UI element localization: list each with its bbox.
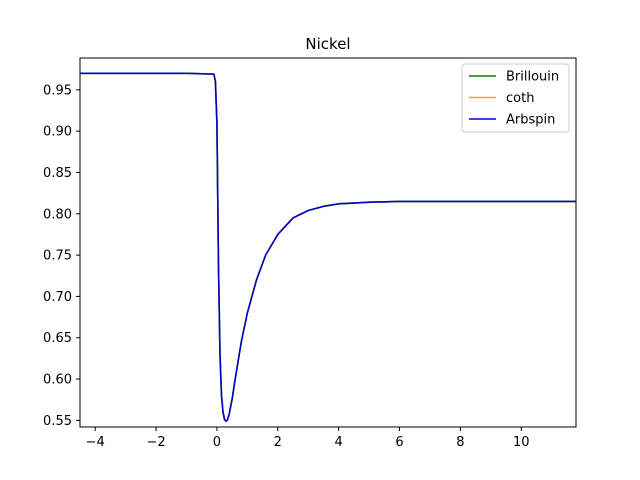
x-tick-label: 2 bbox=[274, 435, 282, 450]
legend-label: coth bbox=[506, 91, 534, 106]
legend: Brillouin coth Arbspin bbox=[461, 63, 570, 133]
y-tick-label: 0.85 bbox=[43, 166, 72, 181]
x-tick-label: −2 bbox=[146, 435, 165, 450]
legend-label: Brillouin bbox=[506, 70, 559, 85]
x-tick-label: 10 bbox=[513, 435, 530, 450]
axes: −4 −2 0 2 4 6 8 10 0.55 0.60 0.65 0.70 0.75 0.80 0.85 0… bbox=[43, 57, 577, 450]
x-tick-label: −4 bbox=[86, 435, 105, 450]
plot-area bbox=[80, 72, 576, 423]
axes-frame bbox=[79, 57, 577, 428]
y-tick-label: 0.60 bbox=[43, 373, 72, 388]
x-tick-label: 0 bbox=[213, 435, 221, 450]
y-tick-label: 0.90 bbox=[43, 125, 72, 140]
series-line-arbspin bbox=[80, 72, 576, 423]
y-tick-label: 0.70 bbox=[43, 290, 72, 305]
y-tick-label: 0.65 bbox=[43, 331, 72, 346]
legend-label: Arbspin bbox=[506, 113, 555, 128]
x-tick-label: 6 bbox=[395, 435, 403, 450]
legend-box bbox=[461, 63, 570, 133]
y-tick-label: 0.95 bbox=[43, 83, 72, 98]
x-tick-label: 4 bbox=[335, 435, 343, 450]
y-tick-label: 0.80 bbox=[43, 207, 72, 222]
y-tick-label: 0.75 bbox=[43, 249, 72, 264]
y-tick-label: 0.55 bbox=[43, 414, 72, 429]
x-tick-label: 8 bbox=[456, 435, 464, 450]
chart-title: Nickel bbox=[305, 35, 350, 53]
